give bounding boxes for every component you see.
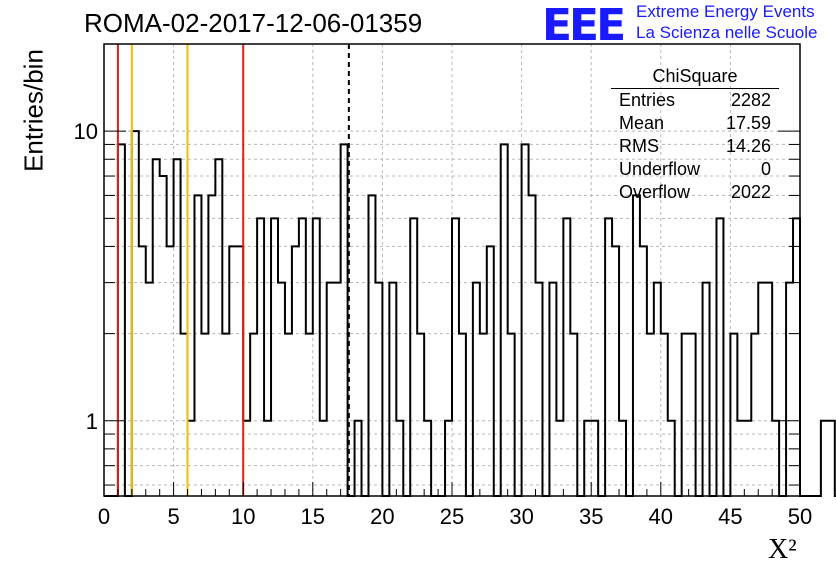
- y-axis-label: Entries/bin: [18, 49, 49, 172]
- stats-row-underflow: Underflow 0: [611, 158, 779, 181]
- stats-title: ChiSquare: [611, 66, 779, 89]
- x-tick-label: 10: [231, 504, 255, 529]
- logo-text-line1: Extreme Energy Events: [636, 2, 815, 21]
- stats-label: Mean: [619, 113, 665, 133]
- stats-value: 2022: [730, 182, 771, 202]
- stats-label: Overflow: [619, 182, 691, 202]
- chart-title: ROMA-02-2017-12-06-01359: [84, 8, 423, 38]
- logo-text-line2: La Scienza nelle Scuole: [636, 23, 818, 42]
- x-tick-label: 50: [788, 504, 812, 529]
- stats-label: Underflow: [619, 159, 701, 179]
- stats-value: 2282: [730, 90, 771, 110]
- stats-label: RMS: [619, 136, 659, 156]
- x-tick-label: 40: [649, 504, 673, 529]
- x-tick-label: 30: [509, 504, 533, 529]
- stats-value: 0: [760, 159, 771, 179]
- stats-value: 14.26: [725, 136, 771, 156]
- histogram-series: [104, 130, 836, 497]
- stats-value: 17.59: [725, 113, 771, 133]
- y-tick-label: 10: [74, 119, 98, 144]
- stats-row-entries: Entries 2282: [611, 89, 779, 112]
- x-tick-label: 0: [98, 504, 110, 529]
- stats-row-rms: RMS 14.26: [611, 135, 779, 158]
- x-tick-label: 20: [370, 504, 394, 529]
- x-tick-label: 45: [718, 504, 742, 529]
- y-tick-label: 1: [86, 409, 98, 434]
- stats-label: Entries: [619, 90, 676, 110]
- x-tick-label: 5: [167, 504, 179, 529]
- x-axis-label: X²: [768, 534, 797, 565]
- stats-box: ChiSquare Entries 2282 Mean 17.59 RMS 14…: [611, 66, 779, 204]
- stats-row-mean: Mean 17.59: [611, 112, 779, 135]
- stats-row-overflow: Overflow 2022: [611, 181, 779, 204]
- eee-logo: EEE: [542, 0, 626, 51]
- x-tick-label: 15: [301, 504, 325, 529]
- x-tick-label: 25: [440, 504, 464, 529]
- x-tick-label: 35: [579, 504, 603, 529]
